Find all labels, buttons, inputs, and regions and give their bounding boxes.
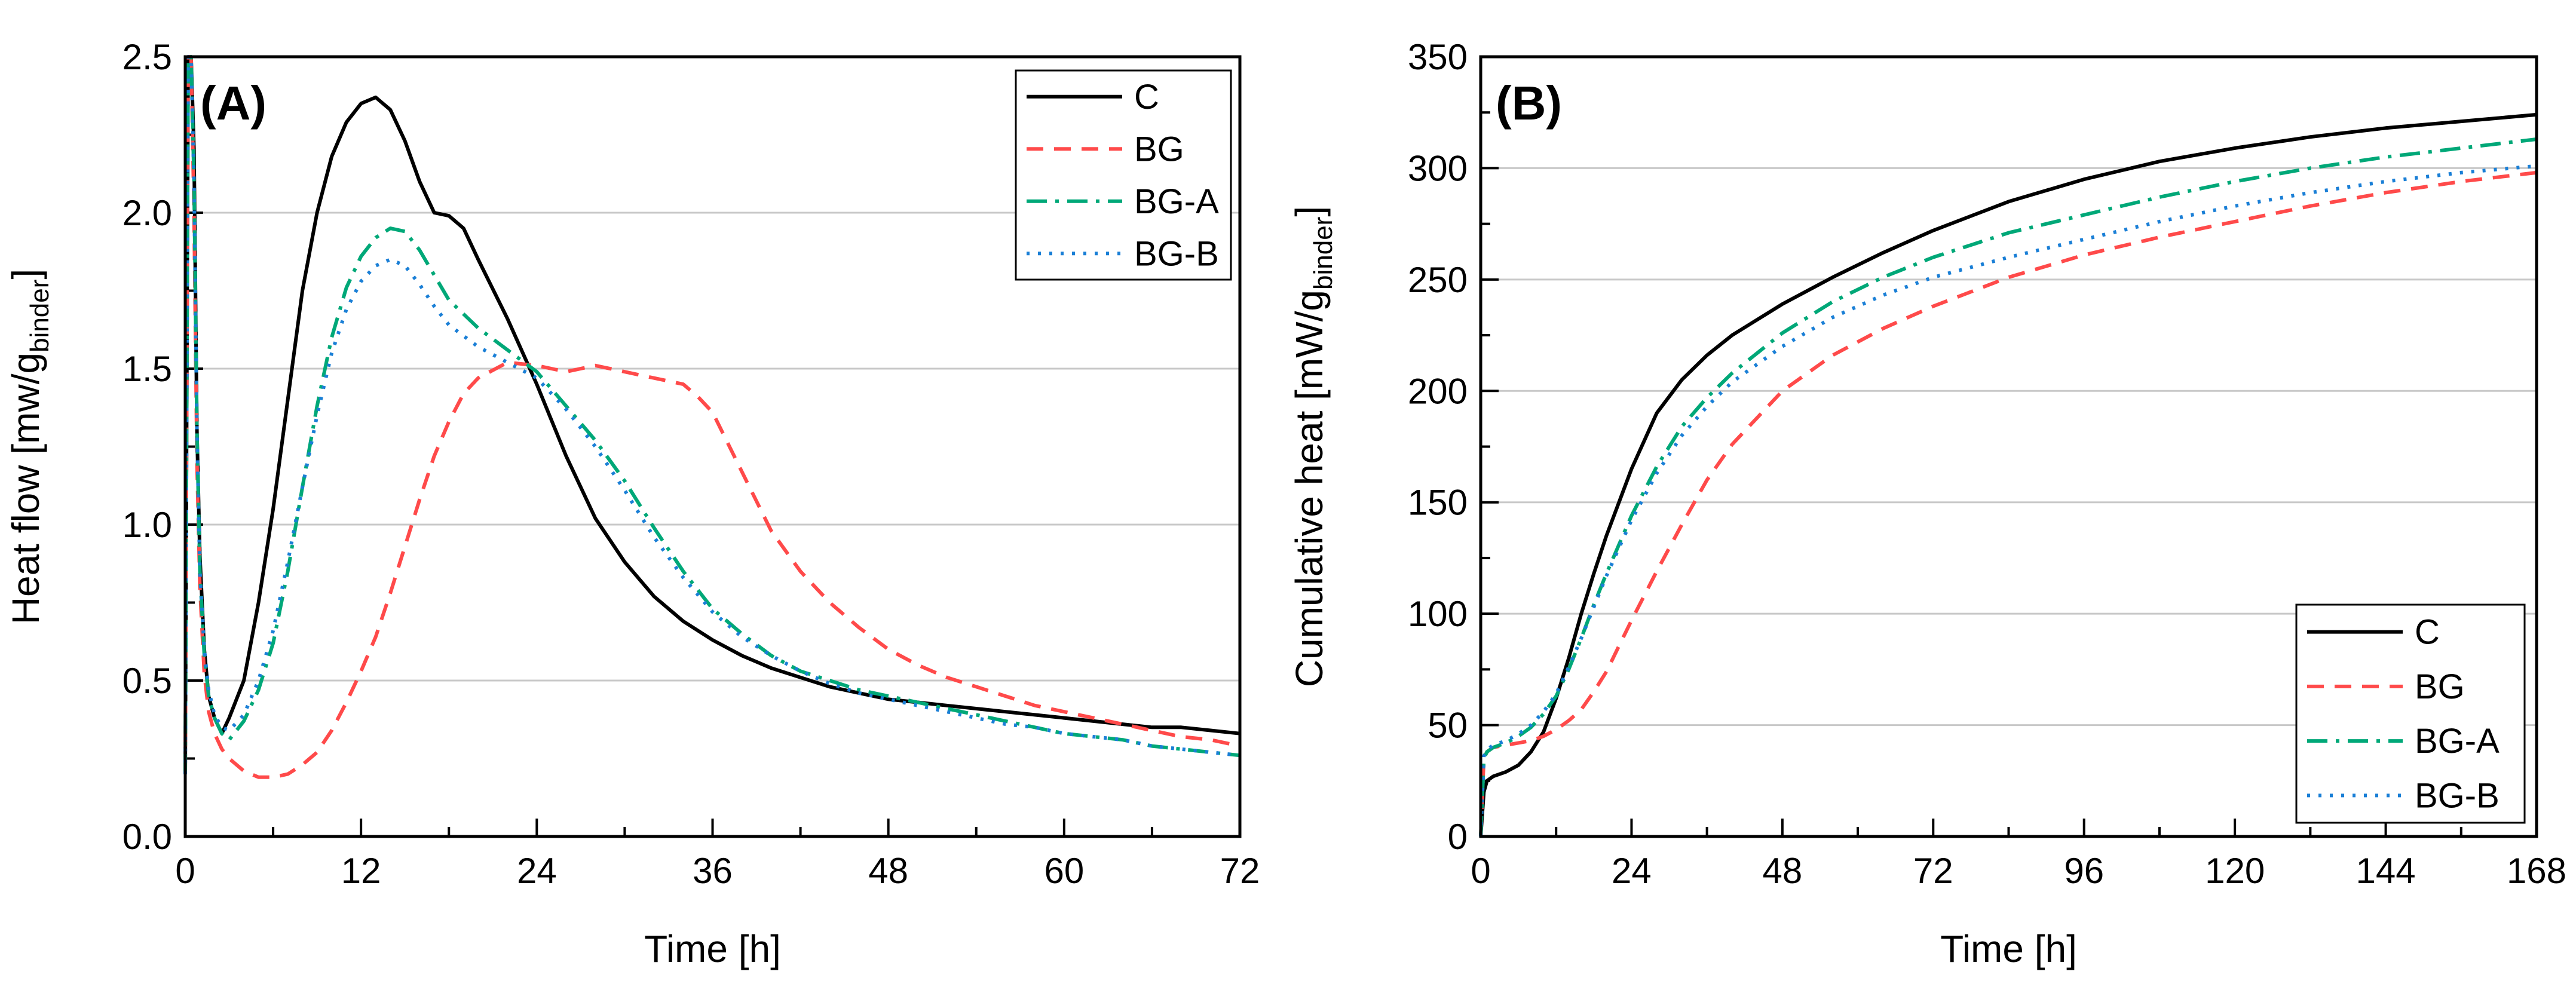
y-axis-title-suffix: ] xyxy=(4,269,47,280)
x-tick-label: 144 xyxy=(2356,851,2416,891)
x-tick-label: 24 xyxy=(1612,851,1652,891)
legend-label-c: C xyxy=(1134,78,1159,117)
y-axis-title-main: Heat flow [mw/g xyxy=(4,353,47,624)
legend-label-bg-b: BG-B xyxy=(1134,234,1219,273)
legend-label-c: C xyxy=(2415,613,2440,652)
plot-frame xyxy=(1479,55,2538,838)
y-axis-title-suffix: ] xyxy=(1288,206,1331,217)
y-tick-label: 0 xyxy=(1448,817,1468,857)
legend-box xyxy=(1015,69,1232,281)
x-tick-label: 120 xyxy=(2205,851,2265,891)
y-axis-title-subscript: binder xyxy=(1309,217,1338,290)
y-axis-title: Heat flow [mw/gbinder] xyxy=(4,269,54,624)
plot-frame xyxy=(183,55,1242,838)
panel-a: 0 12 24 36 48 60 72 0.0 0.5 1.0 1.5 2.0 2.5 (A) Time [… xyxy=(4,37,1260,970)
y-tick-label: 0.5 xyxy=(122,661,172,701)
legend: C BG BG-A BG-B xyxy=(2295,603,2526,824)
legend: C BG BG-A BG-B xyxy=(1015,69,1232,281)
y-tick-label: 2.0 xyxy=(122,193,172,233)
y-axis-title-main: Cumulative heat [mW/g xyxy=(1288,290,1331,687)
panel-label: (A) xyxy=(200,76,267,130)
x-tick-label: 0 xyxy=(175,851,195,891)
x-tick-label: 12 xyxy=(341,851,381,891)
legend-label-bg-a: BG-A xyxy=(1134,182,1219,221)
series-line-bg-a xyxy=(183,55,1240,774)
series-line-bg-b xyxy=(1479,164,2537,837)
y-tick-label: 200 xyxy=(1408,371,1468,411)
panel-b: 0 24 48 72 96 120 144 168 0 50 100 150 200 250 300 350 (… xyxy=(1288,37,2566,970)
legend-label-bg: BG xyxy=(1134,130,1184,168)
y-tick-label: 100 xyxy=(1408,594,1468,634)
y-tick-label: 2.5 xyxy=(122,37,172,77)
x-tick-label: 96 xyxy=(2064,851,2104,891)
y-tick-label: 150 xyxy=(1408,483,1468,523)
series-line-c xyxy=(1479,112,2537,837)
y-tick-label: 300 xyxy=(1408,148,1468,188)
x-tick-label: 72 xyxy=(1220,851,1260,891)
x-tick-label: 72 xyxy=(1913,851,1953,891)
series-line-bg-a xyxy=(1479,137,2537,837)
x-tick-label: 168 xyxy=(2507,851,2566,891)
x-axis-title: Time [h] xyxy=(644,927,781,970)
y-axis-title-subscript: binder xyxy=(25,280,54,353)
legend-label-bg-b: BG-B xyxy=(2415,776,2500,815)
legend-box xyxy=(2295,603,2526,824)
y-tick-label: 0.0 xyxy=(122,817,172,857)
y-tick-label: 1.0 xyxy=(122,505,172,545)
y-tick-label: 1.5 xyxy=(122,349,172,389)
legend-label-bg: BG xyxy=(2415,667,2465,706)
x-tick-label: 24 xyxy=(517,851,557,891)
series-line-bg xyxy=(183,55,1240,779)
x-tick-label: 48 xyxy=(1762,851,1802,891)
y-tick-label: 50 xyxy=(1428,706,1468,746)
series-line-bg xyxy=(1479,170,2537,837)
x-tick-label: 36 xyxy=(693,851,733,891)
x-axis-title: Time [h] xyxy=(1940,927,2077,970)
x-tick-label: 60 xyxy=(1044,851,1084,891)
y-tick-label: 350 xyxy=(1408,37,1468,77)
y-tick-label: 250 xyxy=(1408,260,1468,300)
legend-label-bg-a: BG-A xyxy=(2415,722,2500,761)
y-axis-title: Cumulative heat [mW/gbinder] xyxy=(1288,206,1338,687)
panel-label: (B) xyxy=(1496,76,1562,130)
x-tick-label: 0 xyxy=(1471,851,1490,891)
x-tick-label: 48 xyxy=(868,851,908,891)
